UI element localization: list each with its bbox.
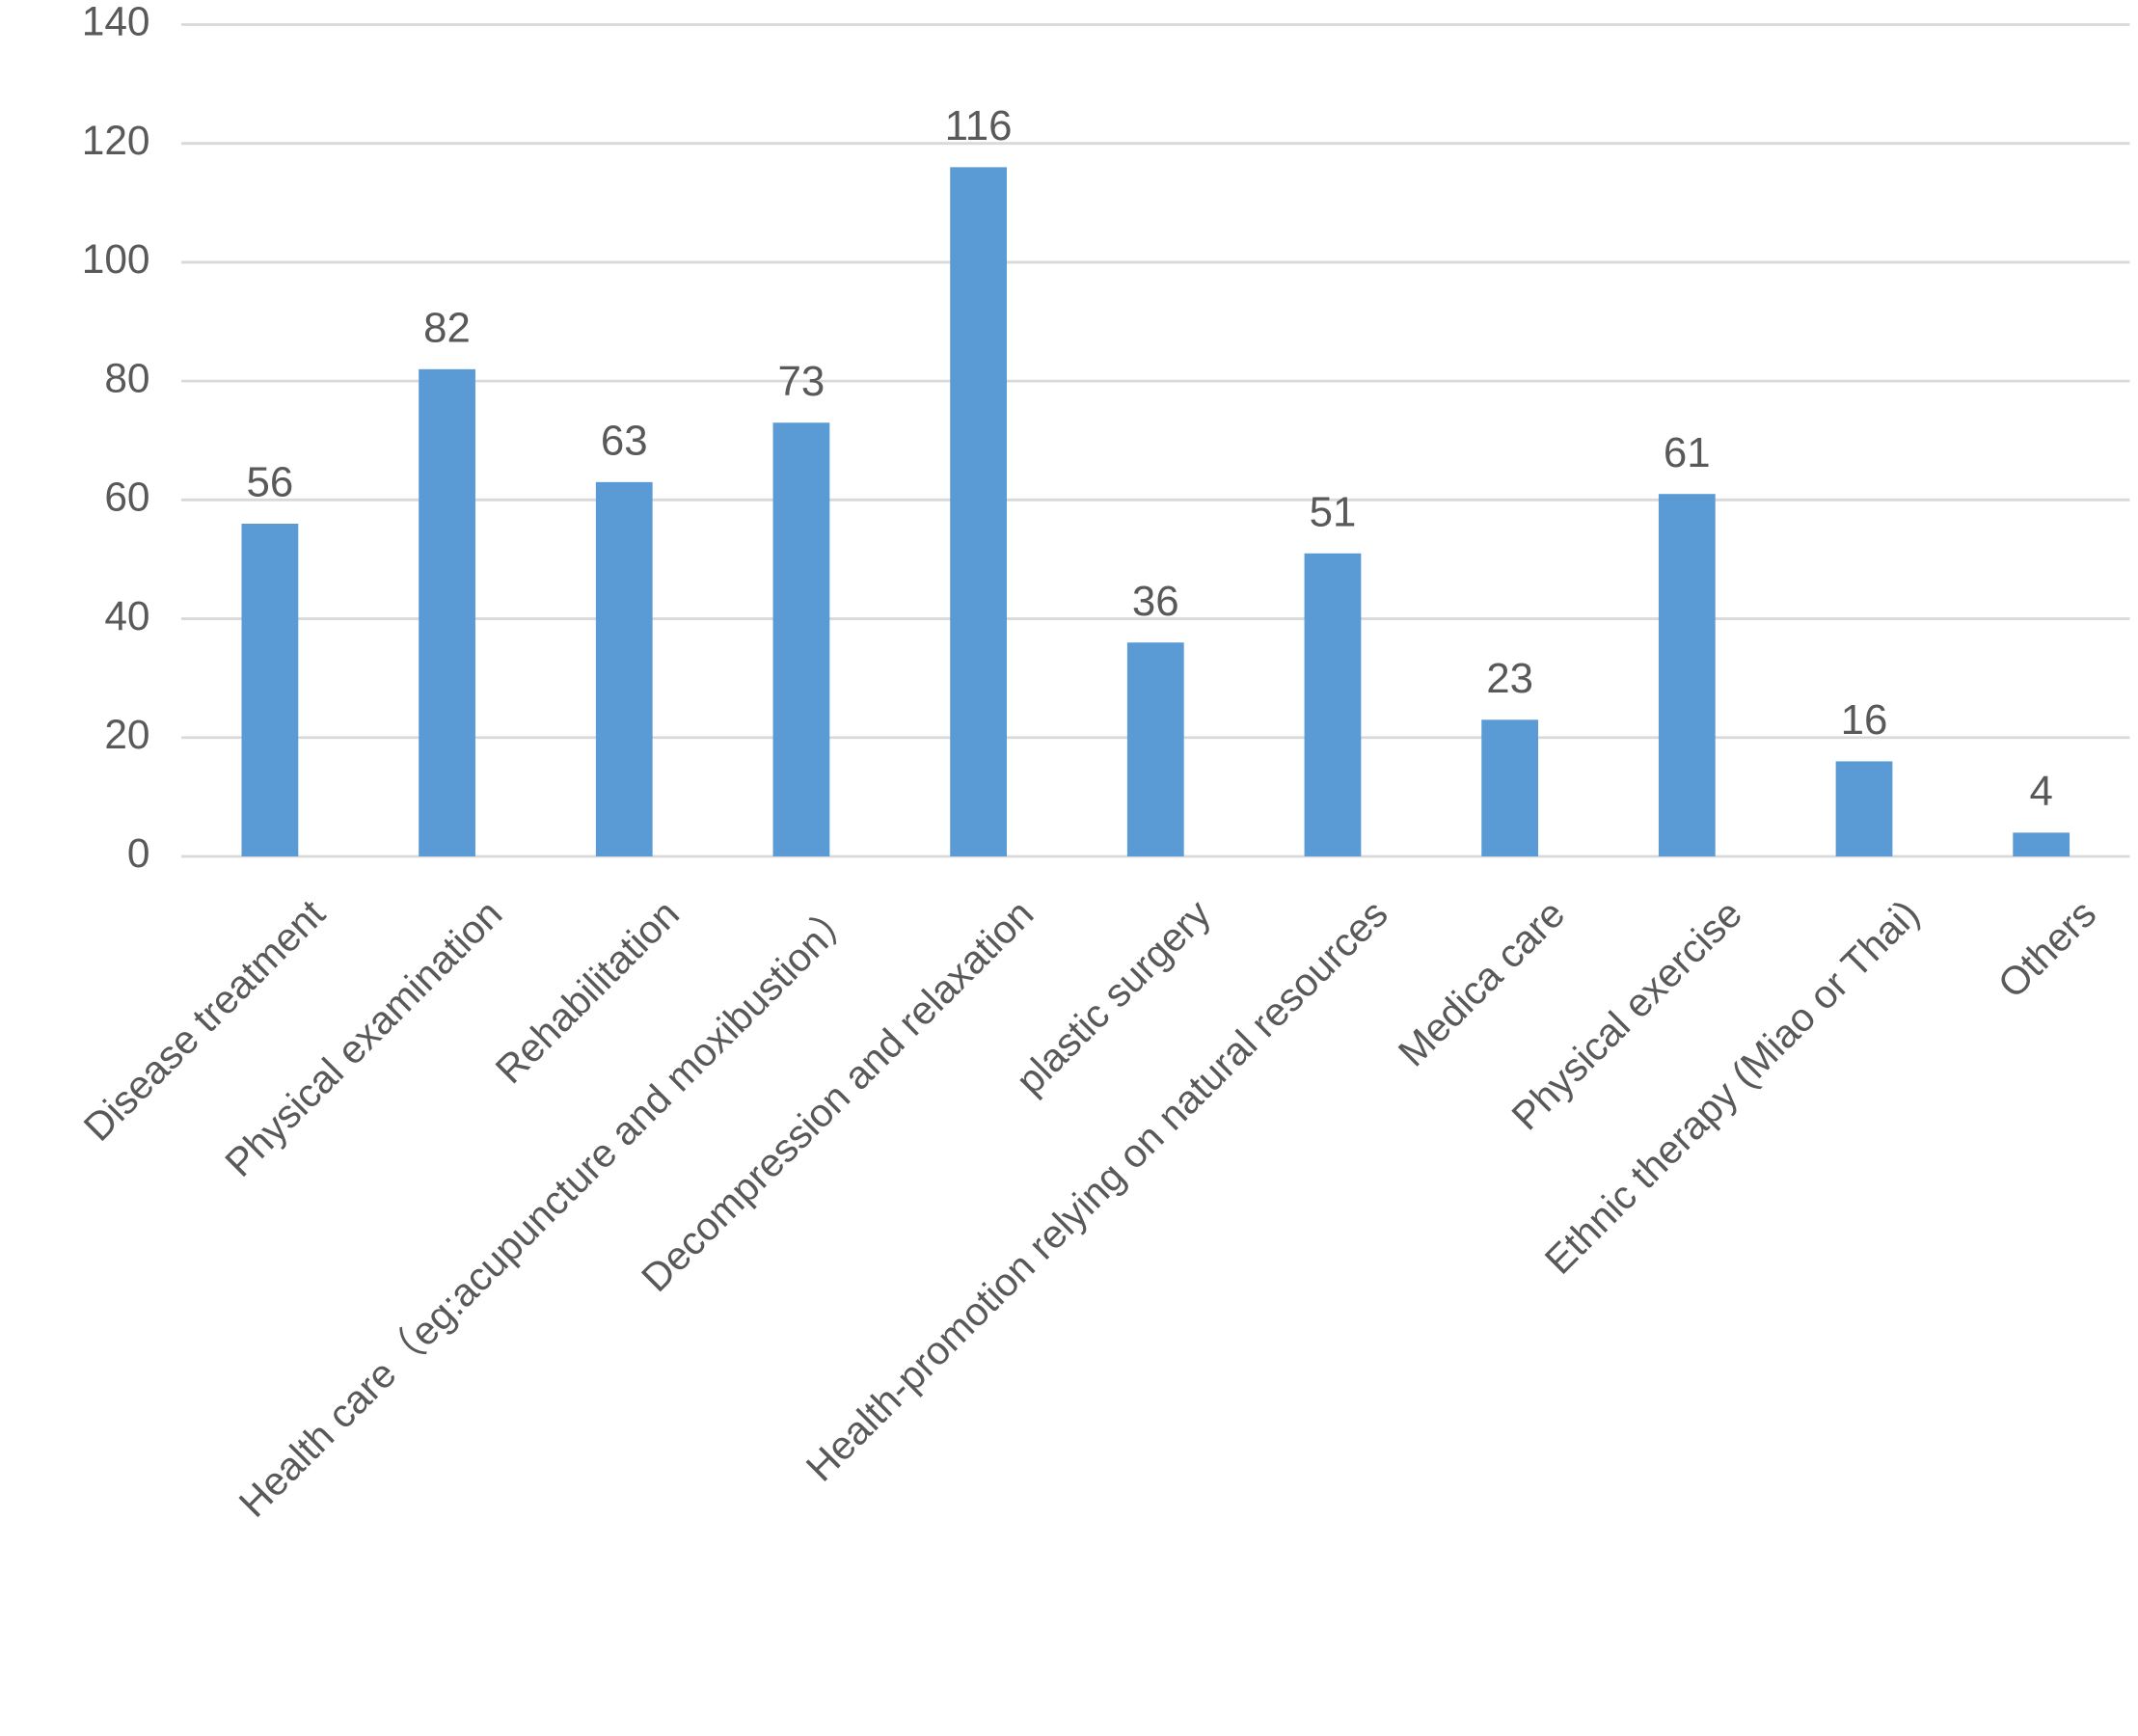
value-label: 63: [601, 418, 648, 465]
x-tick-label: Ethnic therapy (Miao or Thai): [1536, 891, 1928, 1283]
value-label: 16: [1841, 696, 1888, 744]
value-label: 36: [1132, 578, 1179, 625]
value-label: 23: [1486, 655, 1533, 702]
value-label: 116: [945, 102, 1013, 149]
x-tick-label: Decompression and relaxation: [633, 891, 1042, 1300]
bar: [419, 368, 475, 856]
value-label: 56: [247, 459, 294, 506]
y-tick-label: 100: [82, 236, 150, 282]
y-tick-label: 20: [104, 712, 149, 757]
bar: [241, 523, 299, 856]
bar: [1658, 494, 1716, 856]
bar: [772, 422, 830, 856]
y-tick-label: 40: [104, 593, 149, 638]
value-label: 73: [778, 358, 825, 405]
y-tick-label: 0: [127, 830, 150, 876]
x-tick-label: Rehabilitation: [487, 891, 688, 1092]
value-label: 82: [423, 305, 471, 352]
bar: [1126, 642, 1184, 856]
value-label: 51: [1310, 489, 1357, 536]
bar: [1304, 553, 1362, 856]
y-tick-label: 120: [82, 118, 150, 163]
y-tick-label: 80: [104, 355, 149, 400]
x-tick-label: Health care（eg:acupuncture and moxibusti…: [230, 891, 865, 1526]
value-label: 4: [2029, 768, 2052, 815]
bar: [1835, 761, 1893, 856]
bar: [1481, 719, 1539, 856]
value-label: 61: [1664, 429, 1711, 476]
x-tick-label: Others: [1989, 891, 2105, 1007]
bar: [950, 167, 1007, 856]
y-tick-label: 60: [104, 475, 149, 520]
y-tick-label: 140: [82, 0, 150, 44]
bar: [2013, 832, 2070, 856]
bar: [595, 481, 653, 856]
x-tick-label: Medica care: [1390, 891, 1573, 1074]
